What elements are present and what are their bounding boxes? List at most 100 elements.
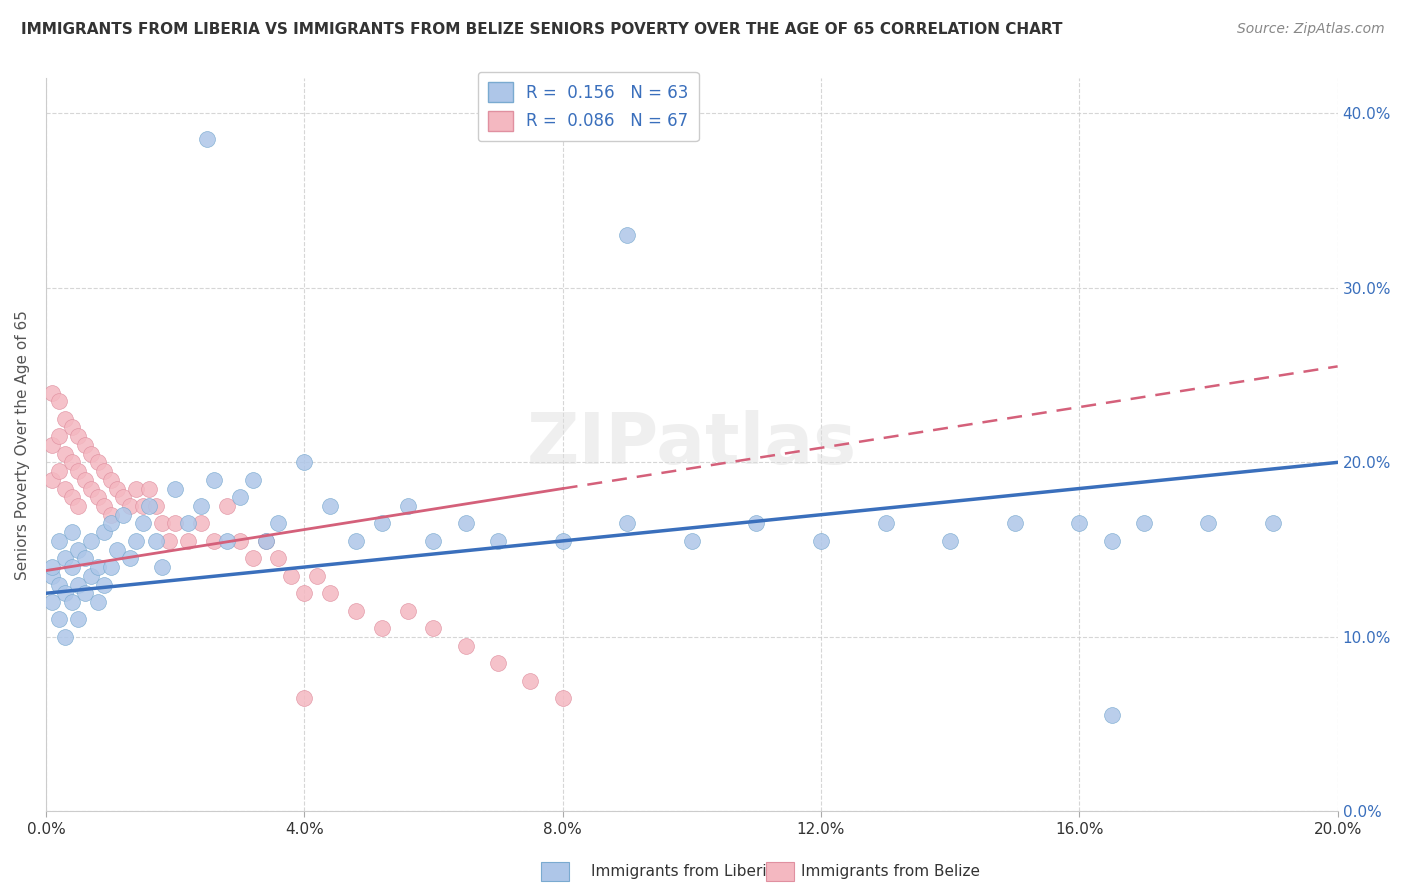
Text: Immigrants from Belize: Immigrants from Belize [801,864,980,879]
Point [616,228,638,243]
Point [177,516,200,531]
Point [215,499,238,513]
Y-axis label: Seniors Poverty Over the Age of 65: Seniors Poverty Over the Age of 65 [15,310,30,580]
Point [1261,516,1284,531]
Point [93,577,115,591]
Point [190,499,212,513]
Point [132,516,155,531]
Point [67,577,90,591]
Point [53,411,76,425]
Point [125,482,148,496]
Point [105,542,128,557]
Point [86,455,108,469]
Point [138,499,160,513]
Point [118,551,141,566]
Text: ZIPatlas: ZIPatlas [527,410,856,479]
Point [292,586,315,600]
Point [100,508,122,522]
Point [60,595,83,609]
Point [1101,708,1123,723]
Point [41,385,63,400]
Point [86,595,108,609]
Point [100,516,122,531]
Point [67,612,90,626]
Point [616,516,638,531]
Point [202,533,225,548]
Point [202,473,225,487]
Point [48,612,70,626]
Point [319,586,342,600]
Text: Immigrants from Liberia: Immigrants from Liberia [591,864,776,879]
Point [422,621,444,635]
Point [242,551,264,566]
Point [1069,516,1091,531]
Point [344,533,367,548]
Point [105,482,128,496]
Point [454,639,477,653]
Point [280,569,302,583]
Point [41,595,63,609]
Point [60,560,83,574]
Point [60,455,83,469]
Point [242,473,264,487]
Point [53,630,76,644]
Point [939,533,962,548]
Point [145,499,167,513]
Legend: R =  0.156   N = 63, R =  0.086   N = 67: R = 0.156 N = 63, R = 0.086 N = 67 [478,72,699,141]
Point [307,569,329,583]
Point [875,516,897,531]
Point [41,438,63,452]
Point [60,525,83,540]
Point [53,586,76,600]
Point [80,482,103,496]
Point [80,447,103,461]
Point [228,490,250,504]
Point [292,455,315,469]
Point [150,516,173,531]
Point [100,473,122,487]
Point [112,490,135,504]
Text: IMMIGRANTS FROM LIBERIA VS IMMIGRANTS FROM BELIZE SENIORS POVERTY OVER THE AGE O: IMMIGRANTS FROM LIBERIA VS IMMIGRANTS FR… [21,22,1063,37]
Point [80,533,103,548]
Point [157,533,180,548]
Point [67,429,90,443]
Point [48,577,70,591]
Point [93,464,115,478]
Point [197,132,219,146]
Point [60,490,83,504]
Point [1101,533,1123,548]
Point [80,569,103,583]
Point [215,533,238,548]
Point [551,691,574,706]
Point [67,542,90,557]
Point [41,560,63,574]
Point [551,533,574,548]
Point [73,586,96,600]
Point [125,533,148,548]
Point [132,499,155,513]
Point [486,533,509,548]
Point [67,464,90,478]
Point [486,656,509,670]
Point [267,551,290,566]
Point [396,604,419,618]
Point [48,533,70,548]
Point [73,551,96,566]
Point [86,560,108,574]
Point [810,533,832,548]
Point [319,499,342,513]
Point [519,673,541,688]
Point [344,604,367,618]
Point [165,482,187,496]
Point [67,499,90,513]
Point [681,533,703,548]
Point [41,569,63,583]
Point [53,447,76,461]
Point [73,438,96,452]
Point [100,560,122,574]
Point [422,533,444,548]
Point [48,429,70,443]
Point [190,516,212,531]
Point [254,533,277,548]
Point [86,490,108,504]
